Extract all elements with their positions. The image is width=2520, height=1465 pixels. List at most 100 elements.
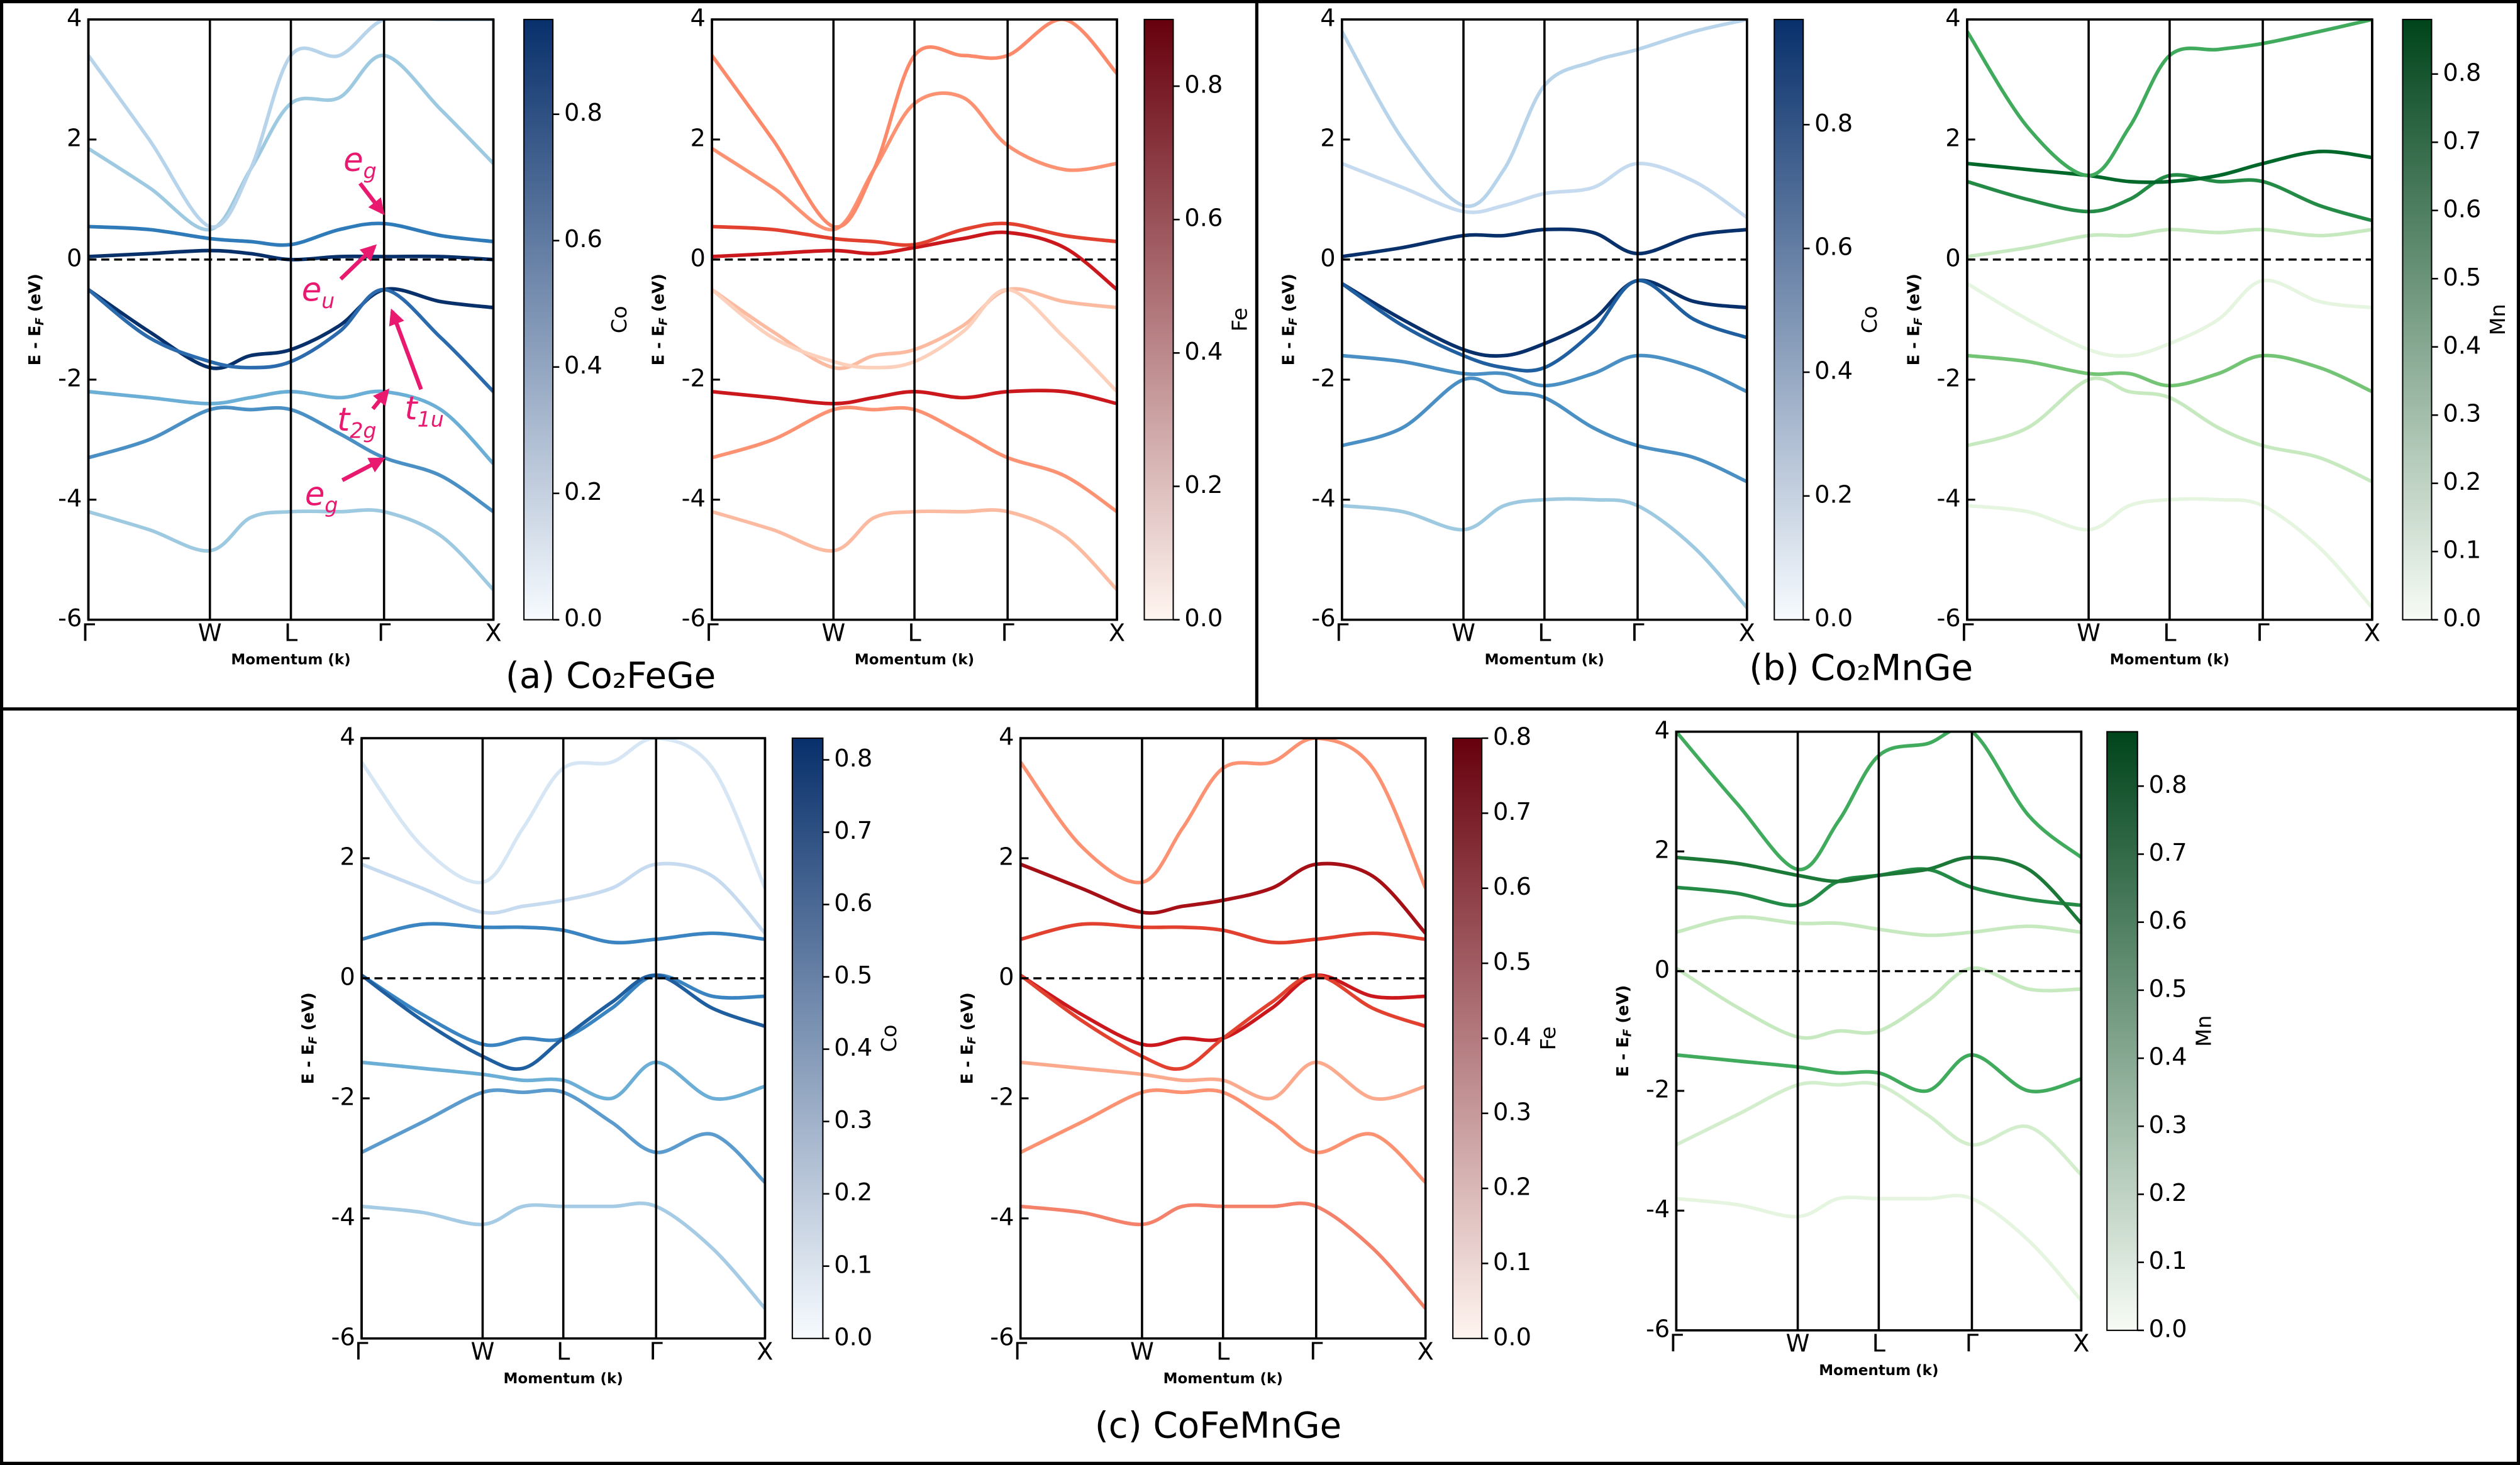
caption: (b) Co₂MnGe: [1749, 648, 1973, 688]
colorbar-tick-label: 0.3: [834, 1106, 872, 1134]
band-panel: Γ W L Γ X -6 -4 -2 0 2 4 Momentum (k) E - EF (eV) 0.0…: [649, 4, 1252, 668]
x-tick-label: X: [2073, 1329, 2089, 1357]
colorbar-tick-label: 0.0: [1814, 604, 1853, 633]
colorbar: [791, 737, 824, 1339]
band: [361, 1060, 765, 1101]
band: [712, 287, 1118, 393]
y-tick-label: 2: [1320, 124, 1335, 152]
colorbar-tick-label: 0.2: [2443, 468, 2481, 496]
y-axis-label-part: F: [306, 1036, 319, 1044]
colorbar-tick-label: 0.3: [1493, 1098, 1531, 1126]
colorbar-tick-label: 0.8: [1184, 70, 1223, 99]
y-tick-label: 2: [690, 124, 705, 152]
y-tick-label: -6: [1646, 1315, 1670, 1343]
colorbar-tick-label: 0.1: [834, 1251, 872, 1279]
x-tick-label: Γ: [650, 1337, 663, 1366]
colorbar-tick-label: 0.6: [564, 225, 602, 253]
annotation-arrow: [389, 308, 423, 390]
colorbar-tick-label: 0.8: [1493, 722, 1531, 751]
y-axis-label-part: (eV): [1904, 274, 1923, 318]
x-tick-label: W: [1786, 1329, 1810, 1357]
x-tick-label: Γ: [1631, 619, 1645, 647]
y-axis-label-part: E - E: [958, 1044, 977, 1085]
y-tick-label: -6: [1311, 604, 1335, 633]
colorbar-tick-label: 0.5: [834, 961, 872, 990]
y-tick-label: 4: [1945, 4, 1960, 32]
colorbar-tick-label: 0.4: [2443, 331, 2481, 360]
colorbar-tick-label: 0.0: [1493, 1323, 1531, 1351]
y-tick-label: 2: [1655, 836, 1670, 865]
y-tick-label: -2: [331, 1083, 355, 1111]
y-tick-label: -2: [1646, 1075, 1670, 1103]
annotation-sub: g: [325, 492, 338, 517]
y-axis-label-part: E - E: [649, 326, 668, 366]
x-tick-label: L: [1538, 619, 1551, 647]
caption: (c) CoFeMnGe: [1095, 1405, 1341, 1446]
y-tick-label: 0: [340, 963, 355, 991]
x-tick-label: Γ: [1014, 1337, 1028, 1366]
axes-frame: [1675, 730, 2083, 1332]
colorbar-tick-label: 0.0: [2443, 604, 2481, 633]
x-axis-label: Momentum (k): [2110, 652, 2229, 668]
colorbar-tick-label: 0.3: [2149, 1111, 2187, 1139]
colorbar-tick-label: 0.6: [1814, 233, 1853, 262]
annotation-text: e: [305, 475, 325, 513]
y-axis-label-part: (eV): [649, 274, 668, 318]
colorbar-tick-label: 0.4: [1184, 338, 1223, 366]
colorbar-tick-label: 0.2: [1184, 471, 1223, 499]
x-tick-label: Γ: [1670, 1329, 1684, 1357]
colorbar-tick-label: 0.7: [834, 817, 872, 845]
y-axis-label: E - EF (eV): [958, 992, 979, 1084]
x-tick-label: Γ: [1965, 1329, 1979, 1357]
axes-frame: [1019, 737, 1427, 1340]
colorbar-tick-label: 0.1: [1493, 1248, 1531, 1276]
caption: (a) Co₂FeGe: [506, 656, 716, 697]
colorbar-tick-label: 0.1: [2149, 1247, 2187, 1275]
x-tick-label: L: [1216, 1337, 1230, 1366]
y-axis-label-part: E - E: [26, 326, 45, 366]
x-tick-label: Γ: [2256, 619, 2270, 647]
y-axis-label-part: F: [657, 317, 670, 325]
band: [1341, 19, 1747, 208]
band: [88, 19, 494, 229]
y-tick-label: 4: [999, 722, 1014, 751]
colorbar-label: Mn: [2192, 1015, 2216, 1047]
band: [88, 53, 494, 232]
colorbar-tick-label: 0.8: [564, 99, 602, 127]
colorbar-tick-label: 0.2: [2149, 1179, 2187, 1207]
colorbar-tick-label: 0.2: [1493, 1173, 1531, 1201]
x-tick-label: X: [757, 1337, 773, 1366]
annotation-arrow: [371, 388, 390, 411]
colorbar-tick-label: 0.2: [564, 478, 602, 506]
y-tick-label: -6: [682, 604, 706, 633]
x-tick-label: Γ: [1335, 619, 1349, 647]
annotation-sub: 1u: [418, 407, 444, 431]
colorbar: [1773, 18, 1804, 621]
colorbar-tick-label: 0.6: [834, 889, 872, 917]
colorbar-tick-label: 0.6: [2443, 195, 2481, 223]
colorbar-tick-label: 0.0: [1184, 604, 1223, 633]
colorbar-tick-label: 0.4: [834, 1034, 872, 1062]
colorbar-tick-label: 0.2: [1814, 480, 1853, 509]
colorbar: [2402, 18, 2433, 621]
y-axis-label-part: F: [1912, 317, 1925, 325]
colorbar-tick-label: 0.4: [564, 351, 602, 380]
colorbar-tick-label: 0.2: [834, 1178, 872, 1207]
x-tick-label: Γ: [82, 619, 96, 647]
y-tick-label: 4: [1320, 4, 1335, 32]
y-tick-label: 0: [1320, 244, 1335, 272]
colorbar: [1143, 18, 1174, 621]
colorbar-tick-label: 0.7: [1493, 798, 1531, 826]
colorbar-label: Co: [1857, 306, 1882, 333]
colorbar-tick-label: 0.8: [1814, 109, 1853, 138]
y-tick-label: -4: [1311, 484, 1335, 512]
colorbar-label: Co: [877, 1024, 901, 1052]
y-tick-label: 4: [340, 722, 355, 751]
band: [712, 19, 1118, 229]
x-tick-label: W: [198, 619, 222, 647]
band: [1676, 1053, 2082, 1093]
y-tick-label: -2: [682, 364, 706, 392]
y-tick-label: -2: [58, 364, 82, 392]
